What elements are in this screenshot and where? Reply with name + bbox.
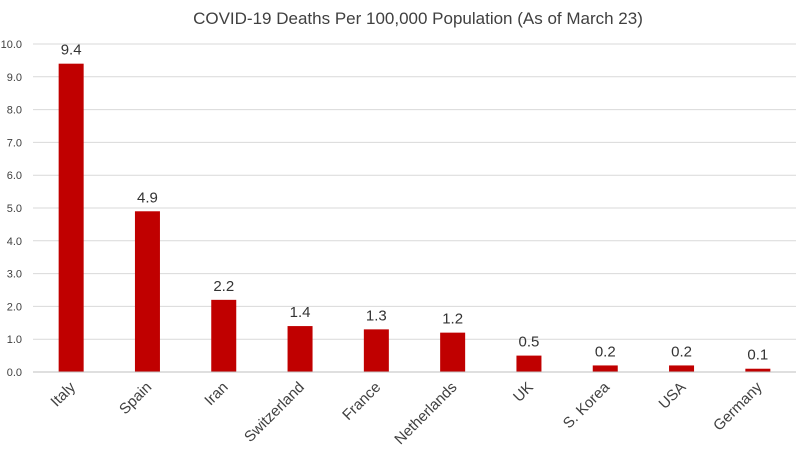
y-tick-label: 5.0 [7, 203, 22, 215]
y-tick-label: 4.0 [7, 236, 22, 248]
x-category-label: Iran [201, 379, 231, 409]
bar-iran [211, 299, 237, 372]
data-label: 0.5 [519, 334, 540, 351]
y-tick-label: 6.0 [7, 170, 22, 182]
x-category-label: UK [510, 379, 537, 406]
x-category-label: Spain [116, 379, 155, 418]
data-label: 1.3 [366, 307, 387, 324]
bar-italy [58, 63, 84, 373]
bar-s-korea [592, 365, 618, 372]
y-tick-label: 9.0 [7, 72, 22, 84]
y-tick-label: 2.0 [7, 301, 22, 313]
x-category-label: Netherlands [391, 379, 460, 448]
data-label: 4.9 [137, 189, 158, 206]
x-category-label: France [339, 379, 384, 424]
x-axis-category-labels: Italy Spain Iran Switzerland France Netherlan… [48, 378, 767, 448]
data-label: 0.2 [595, 343, 616, 360]
y-axis-tick-labels: 0.0 1.0 2.0 3.0 4.0 5.0 6.0 7.0 8.0 9.0 10.0 [1, 39, 22, 379]
x-category-label: Italy [48, 378, 80, 410]
bar-spain [134, 211, 160, 372]
gridlines [33, 43, 796, 340]
bar-germany [745, 368, 771, 372]
data-label: 0.1 [747, 347, 768, 364]
data-label: 1.4 [290, 304, 311, 321]
y-tick-label: 0.0 [7, 367, 22, 379]
x-category-label: Germany [710, 378, 766, 434]
bar-uk [516, 355, 542, 372]
bar-netherlands [440, 332, 466, 372]
chart-title: COVID-19 Deaths Per 100,000 Population (… [193, 9, 643, 28]
bar-usa [669, 365, 695, 372]
x-category-label: USA [656, 379, 690, 413]
x-category-label: S. Korea [560, 378, 614, 432]
y-tick-label: 8.0 [7, 105, 22, 117]
bars [58, 63, 771, 373]
data-label: 2.2 [213, 278, 234, 295]
data-label: 1.2 [442, 311, 463, 328]
y-tick-label: 1.0 [7, 334, 22, 346]
x-category-label: Switzerland [241, 379, 308, 446]
bar-france [363, 329, 389, 372]
y-tick-label: 10.0 [1, 39, 22, 51]
data-labels: 9.4 4.9 2.2 1.4 1.3 1.2 0.5 0.2 0.2 0.1 [61, 42, 769, 364]
y-tick-label: 7.0 [7, 137, 22, 149]
data-label: 9.4 [61, 42, 82, 59]
bar-switzerland [287, 326, 313, 372]
data-label: 0.2 [671, 343, 692, 360]
y-tick-label: 3.0 [7, 269, 22, 281]
